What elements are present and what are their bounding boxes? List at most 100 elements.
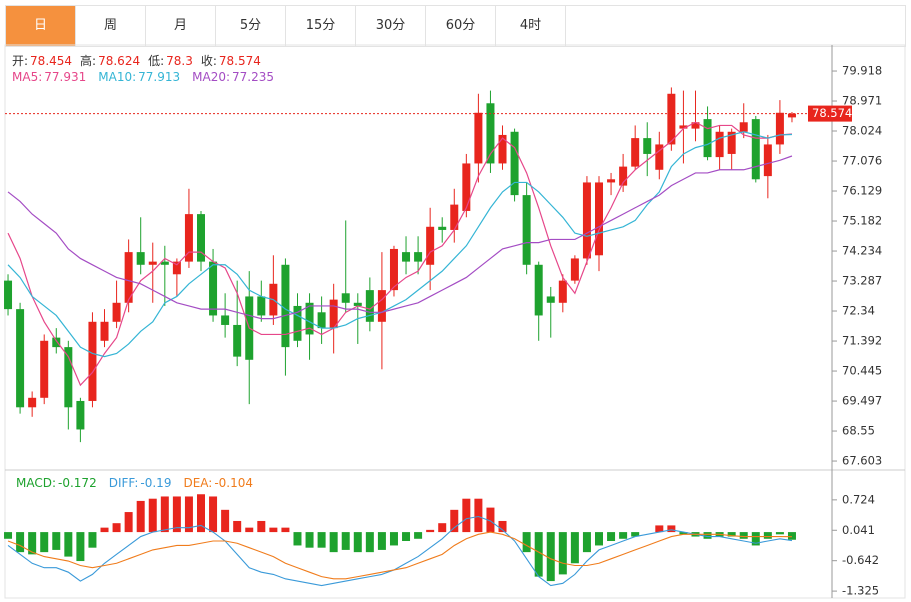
macd-bar [40, 532, 49, 553]
macd-bar [209, 496, 218, 533]
ohlc-value: 78.574 [218, 54, 261, 68]
tab[interactable]: 60分 [426, 6, 496, 46]
macd-bar [522, 532, 531, 553]
macd-bar [739, 532, 748, 539]
ma-line [7, 131, 792, 358]
macd-bar [763, 532, 772, 539]
candle-body [534, 264, 543, 316]
candle-body [172, 261, 181, 275]
candle-body [221, 315, 230, 325]
macd-bar [775, 532, 784, 535]
candle-body [703, 119, 712, 158]
y-tick-label: 78.024 [842, 124, 882, 138]
macd-bar [570, 532, 579, 564]
y-tick-label: 69.497 [842, 394, 882, 408]
ohlc-value: 78.454 [30, 54, 73, 68]
macd-bar [148, 498, 157, 533]
macd-bar [52, 532, 61, 550]
ohlc-value: 78.3 [166, 54, 193, 68]
ohlc-value: 78.624 [98, 54, 141, 68]
macd-bar [245, 527, 254, 533]
candle-body [136, 252, 145, 265]
y-tick-label: 0.041 [842, 523, 875, 537]
candle-body [100, 321, 109, 341]
macd-bar [329, 532, 338, 553]
candle-body [16, 309, 25, 408]
ma-legend-value: 77.235 [232, 70, 274, 84]
ma-legend-name: MA5: [12, 70, 43, 84]
tab[interactable]: 日 [6, 6, 76, 46]
candle-body [558, 280, 567, 303]
candle-body [329, 299, 338, 329]
candle-body [257, 296, 266, 316]
y-tick-label: 76.129 [842, 184, 882, 198]
macd-bar [365, 532, 374, 553]
macd-bar [353, 532, 362, 553]
last-price-label: 78.574 [812, 106, 852, 120]
tab[interactable]: 5分 [216, 6, 286, 46]
y-tick-label: 75.182 [842, 214, 882, 228]
candle-body [402, 252, 411, 262]
macd-bar [402, 532, 411, 542]
macd-line [7, 531, 792, 580]
macd-bar [281, 527, 290, 533]
candle-body [751, 119, 760, 180]
macd-bar [751, 532, 760, 546]
candle-body [643, 138, 652, 154]
candle-body [233, 324, 242, 357]
y-tick-label: 78.971 [842, 94, 882, 108]
tab[interactable]: 周 [76, 6, 146, 46]
tab[interactable]: 30分 [356, 6, 426, 46]
macd-bar [787, 532, 796, 540]
macd-bar [595, 532, 603, 546]
candle-body [450, 204, 459, 230]
macd-bar [414, 532, 423, 539]
macd-bar [269, 527, 278, 533]
macd-bar [389, 532, 398, 546]
candle-body [619, 166, 628, 186]
macd-bar [160, 496, 169, 533]
frame [4, 44, 906, 599]
macd-bar [582, 532, 591, 553]
candle-body [486, 103, 495, 164]
macd-bar [474, 498, 483, 533]
macd-bar [64, 532, 73, 557]
candle-body [739, 122, 748, 132]
ohlc-label: 收: [200, 54, 217, 68]
candle-body [655, 144, 664, 170]
candle-body [426, 226, 435, 265]
y-tick-label: 73.287 [842, 274, 882, 288]
last-price-box [808, 105, 852, 122]
tab[interactable]: 15分 [286, 6, 356, 46]
macd-bar [28, 532, 37, 555]
tab[interactable]: 4时 [496, 6, 566, 46]
y-tick-label: 67.603 [842, 454, 882, 468]
candle-body [546, 296, 555, 303]
macd-bar [619, 532, 628, 539]
macd-legend-name: MACD: [16, 476, 57, 490]
macd-bar [233, 520, 242, 533]
macd-bar [607, 532, 616, 542]
macd-bar [679, 532, 688, 535]
macd-legend-name: DEA: [183, 476, 213, 490]
ohlc-label: 低: [148, 54, 165, 68]
macd-bar [655, 525, 664, 533]
macd-bar [112, 523, 121, 533]
candle-body [763, 144, 772, 177]
macd-bar [667, 525, 676, 533]
macd-bar [727, 532, 736, 537]
candle-body [595, 182, 603, 256]
macd-bar [377, 532, 386, 550]
candle-body [197, 214, 205, 262]
candle-body [462, 163, 471, 211]
candle-body [438, 226, 447, 230]
candle-body [389, 248, 398, 291]
candle-body [64, 347, 73, 408]
macd-bar [136, 500, 145, 533]
macd-legend-value: -0.19 [140, 476, 172, 490]
candle-body [76, 400, 85, 430]
ohlc-label: 高: [80, 54, 97, 68]
tab[interactable]: 月 [146, 6, 216, 46]
macd-legend-value: -0.172 [58, 476, 97, 490]
